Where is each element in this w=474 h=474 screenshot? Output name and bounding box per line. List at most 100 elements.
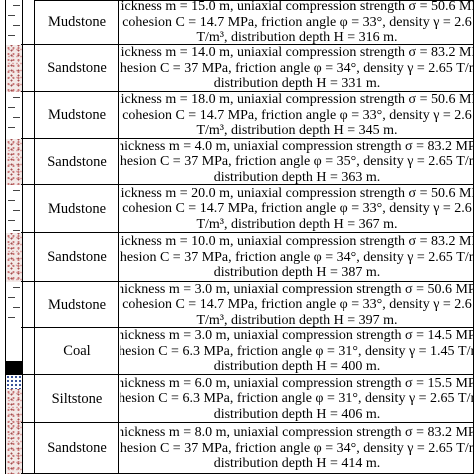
description-line: cohesion C = 37 MPa, friction angle φ = … xyxy=(120,440,474,456)
mudstone-dash xyxy=(8,107,15,108)
row-border xyxy=(34,281,474,282)
strata-boundary-tick xyxy=(21,422,34,423)
mudstone-dash xyxy=(8,220,15,221)
description-line: T/m³, distribution depth H = 397 m. xyxy=(196,312,398,328)
mudstone-dash xyxy=(8,317,15,318)
column-divider xyxy=(118,423,119,474)
column-divider xyxy=(34,0,35,45)
column-divider xyxy=(118,92,119,139)
rock-properties-description: Thickness m = 18.0 m, uniaxial compressi… xyxy=(120,92,474,139)
lithology-name: Siltstone xyxy=(51,390,103,407)
lithology-name: Mudstone xyxy=(48,107,106,123)
column-divider xyxy=(34,282,35,328)
description-line: T/m³, distribution depth H = 367 m. xyxy=(196,216,398,232)
rock-properties-description: Thickness m = 15.0 m, uniaxial compressi… xyxy=(120,0,474,45)
sandstone-pattern xyxy=(5,139,23,185)
mudstone-dash xyxy=(8,200,15,201)
description-line: Thickness m = 18.0 m, uniaxial compressi… xyxy=(120,92,474,108)
lithology-name: Mudstone xyxy=(48,14,106,30)
rock-properties-description: Thickness m = 3.0 m, uniaxial compressio… xyxy=(120,328,474,375)
strata-boundary-tick xyxy=(21,138,34,139)
column-divider xyxy=(118,375,119,423)
lithology-name: Mudstone xyxy=(48,200,106,217)
row-border xyxy=(34,138,474,139)
column-divider xyxy=(34,139,35,185)
mudstone-dash xyxy=(8,297,15,298)
mudstone-dash xyxy=(13,230,20,231)
column-divider xyxy=(34,45,35,92)
mudstone-pattern xyxy=(5,185,23,233)
column-divider xyxy=(34,233,35,282)
lithology-name: Sandstone xyxy=(47,249,107,265)
rock-properties-description: Thickness m = 3.0 m, uniaxial compressio… xyxy=(120,282,474,328)
strata-boundary-tick xyxy=(21,44,34,45)
strata-row: Mudstone Thickness m = 3.0 m, uniaxial co… xyxy=(0,282,474,328)
description-line: Thickness m = 4.0 m, uniaxial compressio… xyxy=(120,139,474,154)
mudstone-dash xyxy=(8,15,15,16)
mudstone-dash xyxy=(13,307,20,308)
lithology-name: Mudstone xyxy=(48,296,106,313)
description-line: distribution depth H = 387 m. xyxy=(213,265,381,281)
description-line: cohesion C = 14.7 MPa, friction angle φ … xyxy=(122,297,472,313)
coal-pattern xyxy=(5,328,23,375)
description-line: Thickness m = 15.0 m, uniaxial compressi… xyxy=(120,0,474,15)
strata-row: Sandstone Thickness m = 10.0 m, uniaxial … xyxy=(0,233,474,282)
mudstone-dash xyxy=(13,190,20,191)
description-line: distribution depth H = 400 m. xyxy=(213,359,381,375)
sandstone-pattern xyxy=(5,45,23,92)
column-divider xyxy=(34,185,35,233)
siltstone-pattern xyxy=(5,375,23,423)
column-divider xyxy=(34,328,35,375)
description-line: cohesion C = 37 MPa, friction angle φ = … xyxy=(120,249,474,265)
lithology-name: Sandstone xyxy=(47,153,107,170)
strata-row: Mudstone Thickness m = 18.0 m, uniaxial c… xyxy=(0,92,474,139)
description-line: Thickness m = 8.0 m, uniaxial compressio… xyxy=(120,425,474,441)
mudstone-pattern xyxy=(5,0,23,45)
description-line: cohesion C = 37 MPa, friction angle φ = … xyxy=(120,154,474,170)
strata-row: Coal Thickness m = 3.0 m, uniaxial compre… xyxy=(0,328,474,375)
strata-boundary-tick xyxy=(21,327,34,328)
strata-boundary-tick xyxy=(21,184,34,185)
row-border xyxy=(34,44,474,45)
rock-properties-description: Thickness m = 20.0 m, uniaxial compressi… xyxy=(120,185,474,233)
strata-row: Mudstone Thickness m = 20.0 m, uniaxial c… xyxy=(0,185,474,233)
row-border xyxy=(34,184,474,185)
column-divider xyxy=(118,185,119,233)
strata-row: Sandstone Thickness m = 14.0 m, uniaxial … xyxy=(0,45,474,92)
rock-properties-description: Thickness m = 10.0 m, uniaxial compressi… xyxy=(120,233,474,282)
rock-properties-description: Thickness m = 8.0 m, uniaxial compressio… xyxy=(120,423,474,474)
coal-seam-band xyxy=(6,361,22,375)
description-line: Thickness m = 20.0 m, uniaxial compressi… xyxy=(120,185,474,201)
mudstone-dash xyxy=(8,127,15,128)
mudstone-dash xyxy=(13,25,20,26)
strata-row: Siltstone Thickness m = 6.0 m, uniaxial c… xyxy=(0,375,474,423)
lithology-name: Coal xyxy=(63,343,91,359)
column-divider xyxy=(118,233,119,282)
strata-boundary-tick xyxy=(21,374,34,375)
column-divider xyxy=(118,328,119,375)
strata-boundary-tick xyxy=(21,281,34,282)
description-line: cohesion C = 6.3 MPa, friction angle φ =… xyxy=(120,343,474,359)
strata-row: Sandstone Thickness m = 8.0 m, uniaxial c… xyxy=(0,423,474,474)
description-line: cohesion C = 14.7 MPa, friction angle φ … xyxy=(122,107,472,123)
mudstone-dash xyxy=(13,97,20,98)
description-line: Thickness m = 10.0 m, uniaxial compressi… xyxy=(120,234,474,250)
lithology-name: Sandstone xyxy=(47,60,107,76)
mudstone-pattern xyxy=(5,92,23,139)
row-border xyxy=(34,232,474,233)
table-top-border xyxy=(34,0,474,1)
column-divider xyxy=(118,139,119,185)
description-line: distribution depth H = 414 m. xyxy=(213,456,381,472)
row-border xyxy=(34,327,474,328)
row-border xyxy=(34,374,474,375)
row-border xyxy=(34,91,474,92)
description-line: cohesion C = 6.3 MPa, friction angle φ =… xyxy=(120,391,474,407)
description-line: distribution depth H = 406 m. xyxy=(213,406,381,422)
description-line: Thickness m = 14.0 m, uniaxial compressi… xyxy=(120,45,474,61)
mudstone-dash xyxy=(13,117,20,118)
strata-boundary-tick xyxy=(21,232,34,233)
description-line: cohesion C = 14.7 MPa, friction angle φ … xyxy=(122,14,472,30)
description-line: T/m³, distribution depth H = 316 m. xyxy=(196,30,398,45)
description-line: T/m³, distribution depth H = 345 m. xyxy=(196,123,398,139)
description-line: Thickness m = 6.0 m, uniaxial compressio… xyxy=(120,375,474,391)
